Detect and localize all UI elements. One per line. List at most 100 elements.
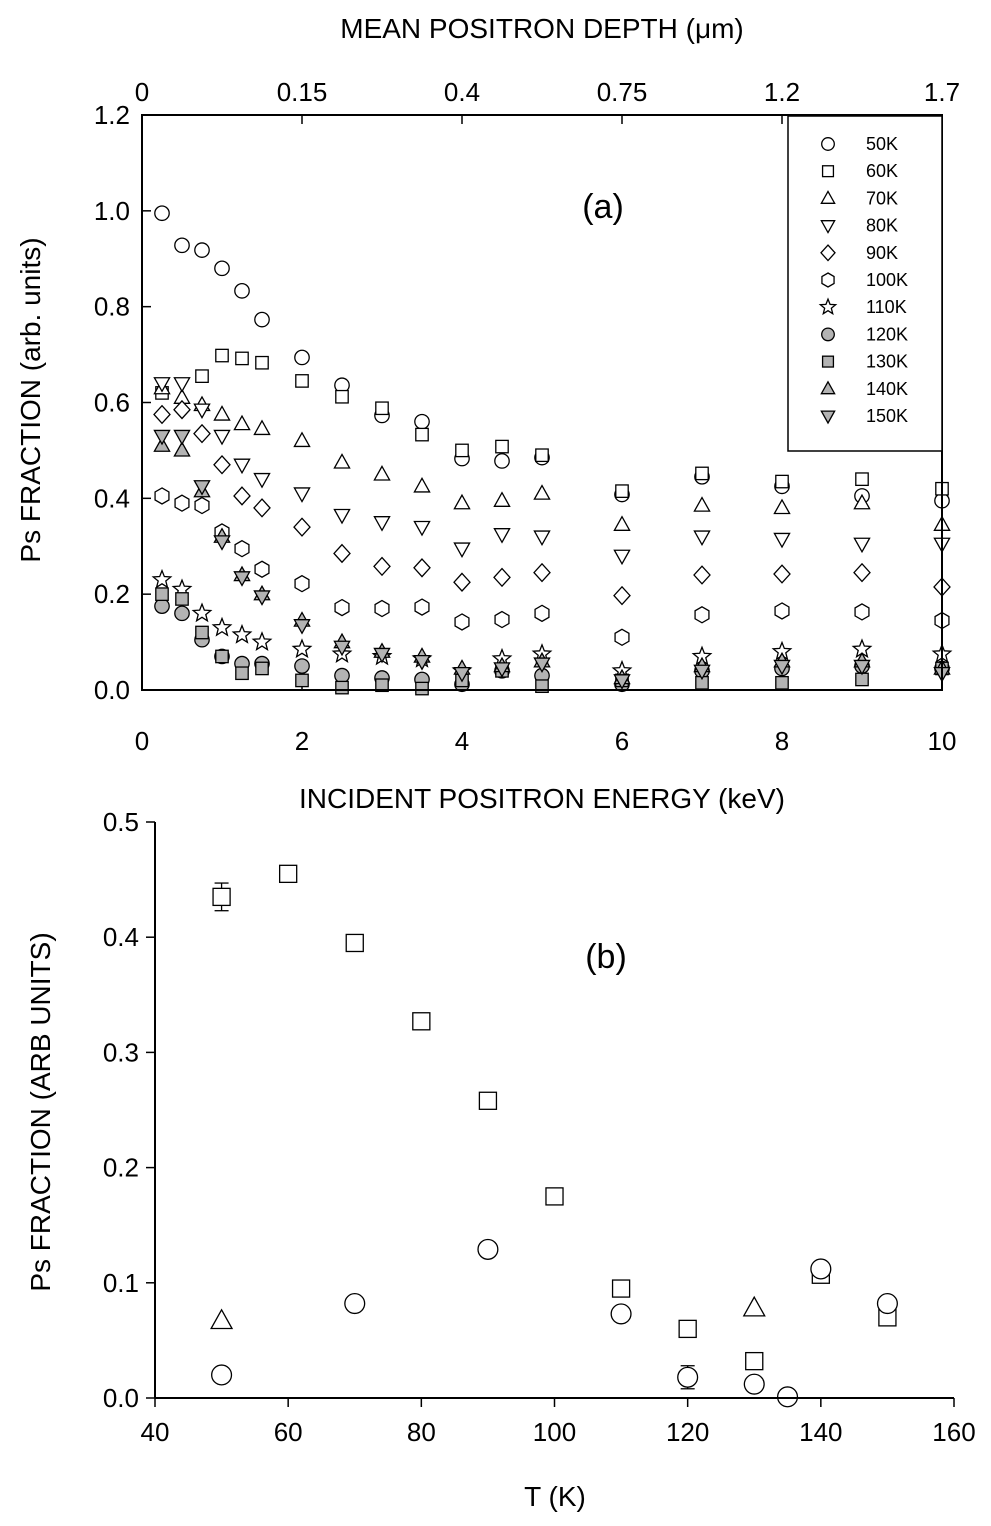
data-point [255,355,269,370]
panel-b-title: INCIDENT POSITRON ENERGY (keV) [299,783,785,814]
data-point [153,377,171,393]
data-point [876,1292,898,1315]
series-90K [153,399,951,606]
data-point [175,592,189,606]
legend-label: 150K [866,406,908,426]
data-point [293,431,311,448]
panel-a-y-tick-label: 0.4 [94,483,130,513]
panel-b-x-tick-label: 160 [932,1417,975,1447]
legend-item-110K: 110K [818,297,907,317]
legend-item-50K: 50K [821,134,898,154]
data-point [853,493,871,510]
data-point [213,405,231,421]
data-point [495,439,509,454]
data-point [533,530,551,547]
data-point [333,543,351,564]
data-point [294,574,310,593]
data-point [293,487,311,503]
data-point [695,466,709,481]
legend-label: 60K [866,161,898,181]
legend-label: 70K [866,188,898,208]
data-point [453,666,471,683]
data-point [334,667,350,684]
panel-a-y-tick-label: 1.0 [94,196,130,226]
data-point [251,631,273,651]
legend-item-70K: 70K [820,188,898,208]
series-80K [153,377,951,566]
legend-label: 140K [866,379,908,399]
legend-label: 100K [866,270,908,290]
data-point [853,659,871,676]
data-point [333,508,351,525]
data-point [233,414,251,431]
legend-label: 80K [866,216,898,236]
panel-b-x-tick-label: 120 [666,1417,709,1447]
data-point [694,606,710,624]
legend-item-130K: 130K [821,352,908,372]
data-point [375,401,389,416]
data-point [773,532,791,549]
panel-b-series-triangle-up [210,1295,766,1330]
data-point [478,1091,498,1110]
panel-b-y-axis-title: Ps FRACTION (ARB UNITS) [25,932,56,1291]
data-point [742,1295,766,1317]
panel-a-ticks: 0 2 4 6 8 100.00.20.40.60.81.01.20 0.15 0.4 0.75… [94,77,960,756]
legend-label: 110K [866,297,907,317]
legend-item-150K: 150K [820,406,908,426]
panel-b-x-tick-label: 140 [799,1417,842,1447]
data-point [374,599,390,618]
data-point [155,587,169,602]
data-point [294,349,310,366]
panel-b-y-tick-label: 0.4 [103,922,139,952]
data-point [810,1258,832,1280]
data-point [614,628,630,647]
data-point [493,491,511,507]
legend-label: 130K [866,352,908,372]
data-point [453,493,471,510]
data-point [693,496,711,512]
data-point [774,602,790,620]
panel-b-ticks: 40 60 80 100 120 140 160 0.0 0.1 0.2 0.3 0.4 0.5 [103,807,976,1447]
data-point [153,404,171,425]
data-point [234,539,250,558]
panel-b: INCIDENT POSITRON ENERGY (keV) 40 60 80 100… [25,783,976,1512]
panel-a-y-axis-title: Ps FRACTION (arb. units) [15,237,46,562]
data-point [335,389,349,404]
data-point [494,453,510,469]
panel-a-x-tick-label: 6 [615,726,629,756]
data-point [373,647,391,664]
data-point [213,535,231,551]
panel-a-top-tick-label: 0.4 [444,77,480,107]
data-point [253,590,271,606]
data-point [195,369,209,383]
panel-a-x-tick-label: 0 [135,726,149,756]
panel-a-top-tick-label: 0.75 [597,77,648,107]
data-point [154,487,170,505]
data-point [854,603,870,621]
legend-marker [820,244,836,262]
data-point [334,598,350,617]
legend-marker [821,272,835,288]
top-axis-title: MEAN POSITRON DEPTH (μm) [340,13,743,44]
data-point [415,681,429,696]
data-point [373,465,391,481]
legend-item-140K: 140K [820,379,908,399]
legend-marker [821,327,835,342]
panel-a-y-tick-label: 0.6 [94,388,130,418]
data-point [154,205,170,222]
data-point [853,537,871,554]
data-point [493,567,511,588]
legend-marker [818,297,838,316]
data-point [413,520,431,537]
legend-label: 120K [866,324,908,344]
panel-b-series-circle [211,1238,898,1408]
data-point [373,556,391,577]
data-point [693,664,711,681]
data-point [414,598,430,616]
panel-b-y-tick-label: 0.2 [103,1153,139,1183]
data-point [215,649,229,664]
legend-box [787,115,943,452]
data-point [253,498,271,518]
data-point [151,568,173,589]
legend: 50K 60K 70K 80K 90K 100K 110K 120K 130K 140K 150K [787,115,943,452]
